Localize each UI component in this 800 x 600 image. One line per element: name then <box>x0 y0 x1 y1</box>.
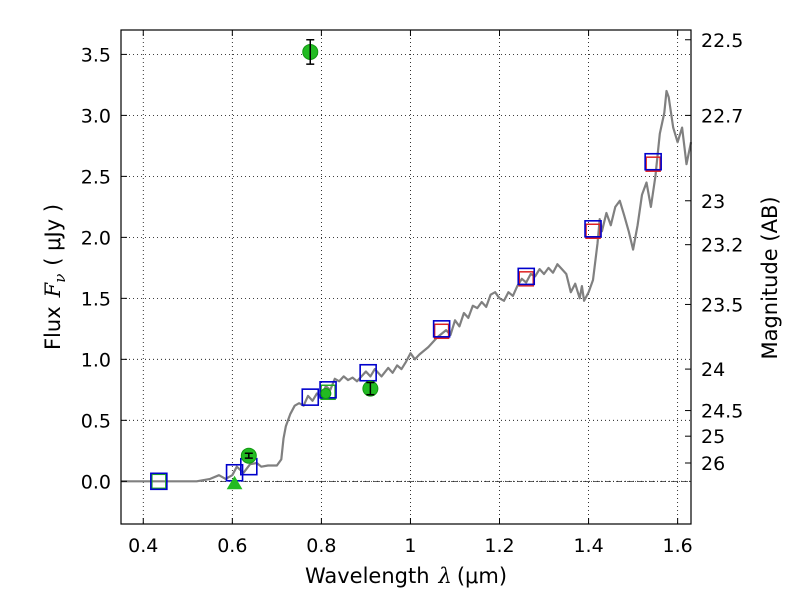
model-point-blue <box>432 320 451 338</box>
plot-background <box>121 30 691 524</box>
sed-model-line <box>121 89 693 483</box>
model-point-red <box>518 271 534 287</box>
x-tick-label: 1.2 <box>484 535 514 557</box>
right-tick-label: 23 <box>701 191 725 213</box>
right-tick-label: 25 <box>701 426 725 448</box>
right-tick-label: 26 <box>701 453 725 475</box>
model-point-blue <box>517 267 536 286</box>
x-tick-label: 1 <box>404 535 416 557</box>
y-tick-label: 2.0 <box>81 227 111 249</box>
x-tick-label: 0.4 <box>128 535 158 557</box>
upper-limit-marker <box>226 475 243 490</box>
right-tick-label: 24 <box>701 359 725 381</box>
model-point-red <box>433 323 450 340</box>
sed-curve <box>121 89 693 483</box>
model-point-red <box>585 223 601 240</box>
right-tick-label: 22.5 <box>701 30 743 52</box>
right-tick-label: 23.2 <box>701 235 743 257</box>
photometry-markers <box>150 39 662 491</box>
model-point-blue <box>359 363 377 382</box>
axis-ticks: 0.4 0.6 0.8 1 1.2 1.4 1.6 0.0 0.5 1.0 1.5 2.0 2.5 3.0… <box>81 30 744 557</box>
x-axis-label: Wavelength λ (μm) <box>305 564 507 588</box>
x-tick-label: 1.4 <box>573 535 603 557</box>
right-axis-label: Magnitude (AB) <box>758 196 782 359</box>
model-point-blue <box>644 152 662 171</box>
observed-point <box>320 387 332 399</box>
y-tick-label: 3.5 <box>81 44 111 66</box>
model-point-red <box>645 156 661 172</box>
x-tick-label: 0.8 <box>306 535 336 557</box>
y-tick-label: 1.5 <box>81 288 111 310</box>
x-tick-label: 1.6 <box>663 535 693 557</box>
y-tick-label: 0.0 <box>81 471 111 493</box>
y-tick-label: 2.5 <box>81 166 111 188</box>
y-axis-label: FluxFν( μJy ) <box>41 204 69 350</box>
right-tick-label: 24.5 <box>701 401 743 423</box>
model-point-blue <box>584 220 602 238</box>
right-tick-label: 23.5 <box>701 294 743 316</box>
x-tick-label: 0.6 <box>217 535 247 557</box>
plot-frame <box>120 29 692 525</box>
y-tick-label: 3.0 <box>81 105 111 127</box>
grid-lines <box>121 30 691 524</box>
model-point-green <box>151 473 167 490</box>
right-tick-label: 22.7 <box>701 105 743 127</box>
model-point-blue <box>150 472 168 491</box>
y-tick-label: 0.5 <box>81 410 111 432</box>
y-tick-label: 1.0 <box>81 349 111 371</box>
model-point-blue <box>301 388 320 406</box>
